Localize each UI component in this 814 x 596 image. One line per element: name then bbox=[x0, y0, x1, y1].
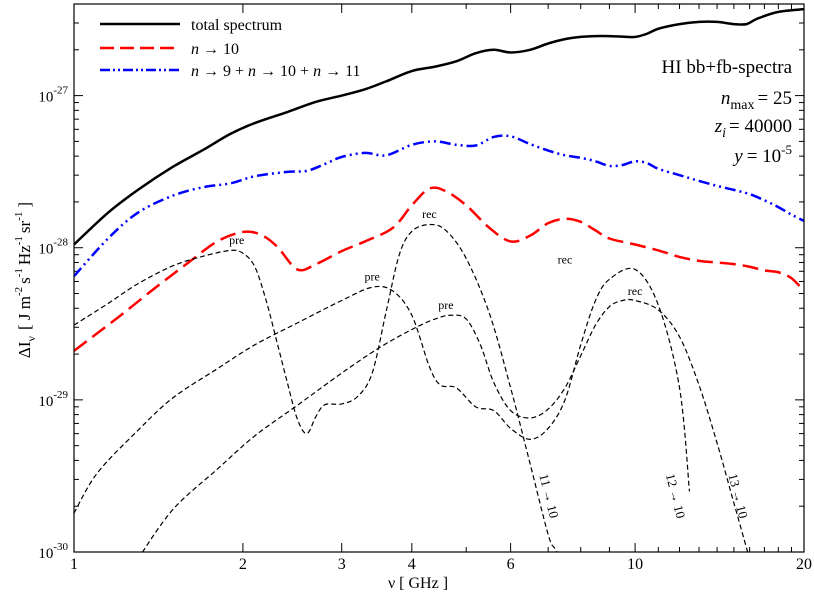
legend-label-n91011: n → 9 + n → 10 + n → 11 bbox=[191, 63, 360, 80]
x-tick-label: 10 bbox=[627, 556, 643, 573]
series-t13 bbox=[141, 298, 749, 552]
x-tick-label: 2 bbox=[239, 556, 247, 573]
y-tick-label: 10-28 bbox=[38, 237, 68, 258]
x-tick-label: 3 bbox=[338, 556, 346, 573]
info-y: y = 10-5 bbox=[732, 142, 792, 167]
y-tick-label: 10-27 bbox=[38, 85, 68, 106]
y-tick-label: 10-30 bbox=[38, 541, 68, 562]
info-box: HI bb+fb-spectra nmax = 25 zi = 40000 y = 1… bbox=[662, 57, 793, 167]
annotation-rec: rec bbox=[628, 284, 643, 298]
x-tick-label: 4 bbox=[408, 556, 416, 573]
series-total bbox=[74, 7, 804, 246]
info-nmax: nmax = 25 bbox=[721, 88, 792, 113]
x-tick-label: 1 bbox=[70, 556, 78, 573]
info-title: HI bb+fb-spectra bbox=[662, 57, 793, 78]
annotation-rec: rec bbox=[558, 252, 573, 266]
y-axis-label: ΔIν[ J m-2s-1Hz-1sr-1] bbox=[13, 202, 38, 358]
x-tick-label: 6 bbox=[507, 556, 515, 573]
legend-label-total: total spectrum bbox=[191, 17, 283, 34]
annotation-pre: pre bbox=[229, 233, 244, 247]
series-t11 bbox=[74, 223, 558, 552]
annotation-rec: rec bbox=[422, 207, 437, 221]
series-n10 bbox=[74, 186, 804, 352]
legend: total spectrum n → 10 n → 9 + n → 10 + n… bbox=[100, 17, 360, 80]
plot-frame bbox=[73, 3, 805, 553]
svg-text:ΔIν[ J m-2s-1Hz-1sr-1]: ΔIν[ J m-2s-1Hz-1sr-1] bbox=[13, 202, 38, 358]
annotations: pre pre pre rec rec rec 11 → 10 12 → 10 13 → 10 bbox=[229, 207, 751, 520]
curve-label: 12 → 10 bbox=[663, 472, 689, 520]
x-axis-label: ν [ GHz ] bbox=[388, 575, 448, 592]
curve-label: 13 → 10 bbox=[725, 472, 751, 520]
series-n91011 bbox=[74, 134, 804, 278]
legend-label-n10: n → 10 bbox=[191, 41, 239, 58]
info-zi: zi = 40000 bbox=[714, 116, 792, 141]
annotation-pre: pre bbox=[438, 298, 453, 312]
x-tick-label: 20 bbox=[796, 556, 812, 573]
y-tick-label: 10-29 bbox=[38, 389, 68, 410]
annotation-pre: pre bbox=[365, 269, 380, 283]
series-t12 bbox=[74, 267, 691, 514]
curve-label: 11 → 10 bbox=[536, 472, 561, 519]
series-layer bbox=[74, 7, 804, 552]
